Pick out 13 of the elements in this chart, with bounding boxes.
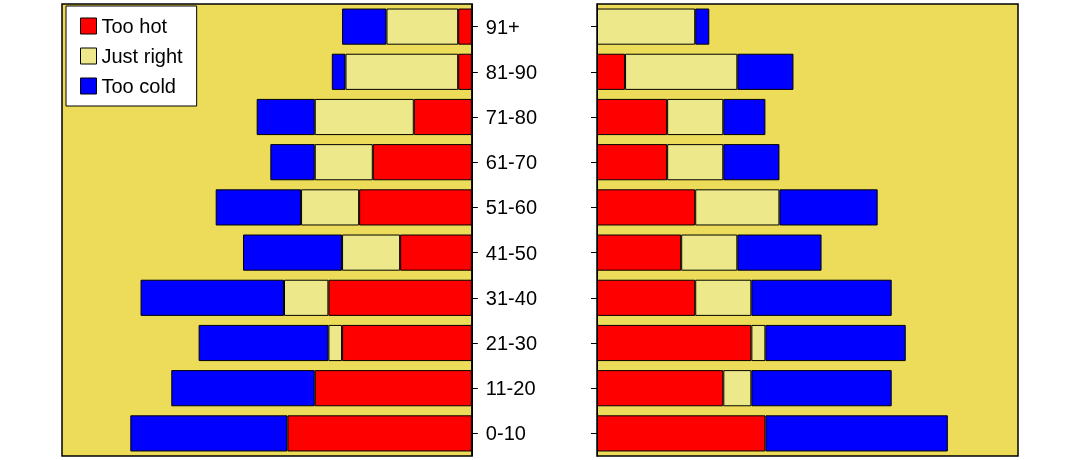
y-tick-label: 41-50 <box>485 241 537 264</box>
y-tick-label: 91+ <box>485 15 520 38</box>
y-tick-label: 81-90 <box>485 60 537 83</box>
y-tick-label: 21-30 <box>485 332 537 354</box>
y-tick-label: 51-60 <box>485 196 537 219</box>
y-tick-label: 0-10 <box>485 422 526 445</box>
legend-label: Just right <box>101 45 184 67</box>
legend-label: Too hot <box>101 15 168 37</box>
legend-label: Too cold <box>101 75 176 97</box>
y-tick-label: 11-20 <box>485 377 536 400</box>
y-tick-label: 61-70 <box>485 151 537 174</box>
y-tick-label: 71-80 <box>485 106 537 128</box>
y-tick-label: 31-40 <box>485 286 537 309</box>
